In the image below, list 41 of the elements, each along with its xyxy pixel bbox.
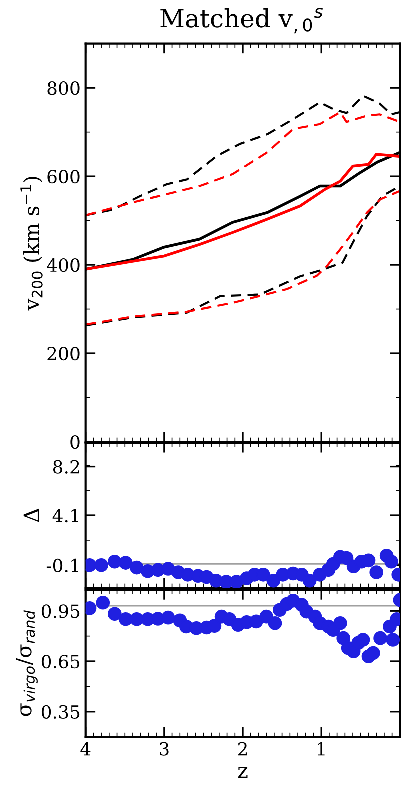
x-axis-title: z bbox=[238, 767, 248, 778]
y-tick-label: 400 bbox=[47, 258, 80, 272]
y-tick-label: 800 bbox=[48, 82, 80, 96]
y-tick-label: -0.1 bbox=[46, 558, 78, 573]
point bbox=[130, 612, 144, 626]
point bbox=[384, 554, 398, 569]
point bbox=[334, 616, 348, 630]
point bbox=[249, 614, 264, 629]
x-tick-label: 2 bbox=[238, 742, 247, 756]
y-axis-title: σ$_{virgo}$/σ$_{rand}$ bbox=[16, 610, 38, 716]
point bbox=[119, 556, 133, 570]
point bbox=[374, 631, 388, 646]
y-axis-title: v$_{200}$ (km s$^{−1}$) bbox=[20, 177, 43, 311]
y-tick-label: 600 bbox=[48, 170, 80, 184]
point bbox=[94, 558, 108, 572]
y-tick-label: 4.1 bbox=[52, 508, 78, 523]
y-axis-title: Δ bbox=[24, 508, 40, 522]
point bbox=[366, 646, 380, 660]
point bbox=[96, 596, 110, 610]
y-tick-label: 200 bbox=[48, 346, 80, 361]
point bbox=[302, 574, 317, 588]
point bbox=[336, 631, 351, 646]
point bbox=[130, 560, 144, 575]
point bbox=[208, 619, 222, 633]
point bbox=[268, 616, 282, 630]
point bbox=[266, 574, 281, 588]
y-tick-label: 8.2 bbox=[53, 460, 80, 474]
point bbox=[108, 554, 122, 569]
x-tick-label: 3 bbox=[160, 742, 169, 756]
y-tick-label: 0.95 bbox=[42, 604, 80, 618]
chart-title: Matched v$_{,0}$$^{s}$ bbox=[160, 8, 323, 34]
point bbox=[161, 610, 176, 625]
x-tick-label: 1 bbox=[318, 742, 325, 756]
point bbox=[108, 607, 122, 622]
y-tick-label: 0.65 bbox=[42, 654, 80, 669]
y-tick-label: 0 bbox=[70, 435, 80, 450]
point bbox=[356, 633, 370, 647]
y-tick-label: 0.35 bbox=[42, 705, 80, 719]
point bbox=[370, 566, 384, 580]
x-tick-label: 4 bbox=[80, 742, 91, 756]
point bbox=[386, 633, 400, 647]
